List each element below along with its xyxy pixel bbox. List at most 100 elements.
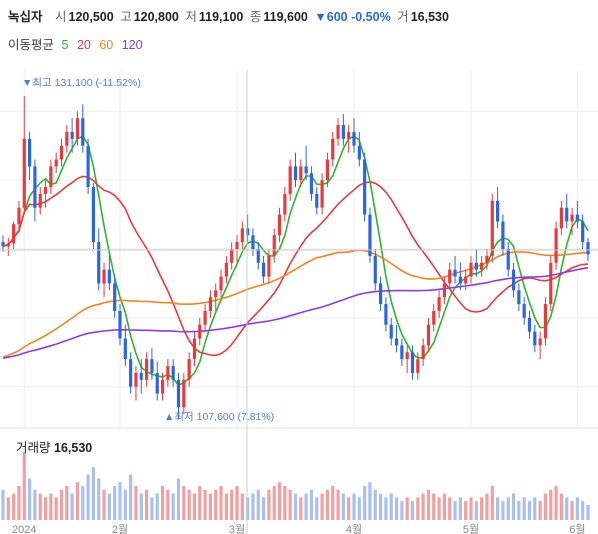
volume-bar <box>501 501 505 520</box>
volume-bar <box>469 497 473 520</box>
volume-bar <box>527 501 532 520</box>
candle-body <box>565 207 569 222</box>
candle-body <box>192 338 197 360</box>
candle-body <box>134 372 138 387</box>
volume-bar <box>240 493 244 520</box>
volume-bar <box>235 486 239 520</box>
ma-120-label[interactable]: 120 <box>121 38 143 52</box>
ma-20-label[interactable]: 20 <box>76 38 91 52</box>
volume-bar <box>261 497 266 520</box>
volume-bar <box>49 493 53 520</box>
volume-bar <box>538 501 542 520</box>
volume-bar <box>43 497 48 520</box>
candle-body <box>538 338 542 346</box>
volume-bar <box>267 489 271 520</box>
volume-bar <box>102 489 106 520</box>
volume-bar <box>458 497 462 520</box>
volume-bar <box>12 493 16 520</box>
candle-body <box>107 269 111 284</box>
volume-bar <box>331 486 335 520</box>
volume-bar <box>495 497 500 520</box>
candle-body <box>299 166 303 181</box>
candle-body <box>373 255 377 284</box>
volume-bar <box>400 501 404 520</box>
volume-bar <box>171 493 175 520</box>
volume-bar <box>421 493 425 520</box>
ma-5-label[interactable]: 5 <box>61 38 69 52</box>
candle-body <box>442 283 447 298</box>
ma-legend-label: 이동평균 <box>8 38 55 52</box>
candle-body <box>6 243 10 247</box>
volume-bar <box>570 501 574 520</box>
volume-value: 16,530 <box>410 10 449 24</box>
volume-bar <box>224 493 228 520</box>
candle-body <box>357 145 361 160</box>
candle-body <box>506 249 510 270</box>
volume-bar <box>123 489 127 520</box>
volume-bar <box>256 489 260 520</box>
ma-5-line <box>2 135 589 387</box>
candle-body <box>522 304 526 318</box>
candle-body <box>410 352 415 373</box>
volume-bar <box>107 493 111 520</box>
candle-body <box>309 173 314 194</box>
volume-bar <box>299 497 303 520</box>
volume-bar <box>543 493 548 520</box>
candle-body <box>437 297 441 311</box>
candle-body <box>12 224 16 244</box>
candle-body <box>554 228 558 263</box>
volume-bar <box>6 497 10 520</box>
candle-body <box>394 338 399 346</box>
volume-bar <box>38 493 42 520</box>
candle-body <box>533 331 537 346</box>
candle-body <box>54 159 58 167</box>
candle-body <box>160 379 165 394</box>
volume-bar <box>129 474 133 520</box>
low-value: 119,100 <box>198 10 244 24</box>
candle-body <box>490 200 494 256</box>
volume-bar <box>474 501 478 520</box>
volume-bar <box>506 497 510 520</box>
volume-bar <box>485 493 489 520</box>
volume-bar <box>437 497 441 520</box>
candle-body <box>235 242 239 249</box>
stock-name: 녹십자 <box>8 10 43 24</box>
candle-body <box>187 359 191 380</box>
volume-bar <box>118 482 122 520</box>
candle-body <box>331 138 335 160</box>
candle-body <box>581 221 585 243</box>
volume-bar <box>426 489 431 520</box>
candle-body <box>559 207 564 229</box>
candle-body <box>97 242 101 284</box>
candle-body <box>1 242 5 247</box>
high-label: 고 <box>120 10 132 24</box>
candle-body <box>304 166 308 174</box>
volume-bar <box>144 489 149 520</box>
volume-bar <box>315 497 319 520</box>
x-tick-label: 5월 <box>463 523 479 534</box>
candle-body <box>38 193 42 208</box>
candle-body <box>464 276 468 284</box>
volume-bar <box>1 489 5 520</box>
volume-bar <box>214 489 218 520</box>
candle-body <box>43 187 48 194</box>
volume-bar <box>448 497 452 520</box>
candle-body <box>543 304 548 339</box>
candle-body <box>33 166 37 208</box>
candle-body <box>570 214 574 222</box>
candle-body <box>240 228 244 243</box>
candle-body <box>22 138 26 208</box>
x-tick-label: 3월 <box>229 523 245 534</box>
volume-bar <box>511 493 516 520</box>
volume-panel-title: 거래량 <box>16 441 51 455</box>
ma-60-label[interactable]: 60 <box>99 38 114 52</box>
candle-body <box>277 214 282 236</box>
volume-bar <box>283 486 287 520</box>
volume-bar <box>389 493 393 520</box>
ma-legend: 이동평균 5 20 60 120 <box>8 34 148 53</box>
volume-bar <box>533 497 537 520</box>
volume-bar <box>378 493 383 520</box>
volume-bar <box>384 497 388 520</box>
candle-body <box>400 345 404 360</box>
